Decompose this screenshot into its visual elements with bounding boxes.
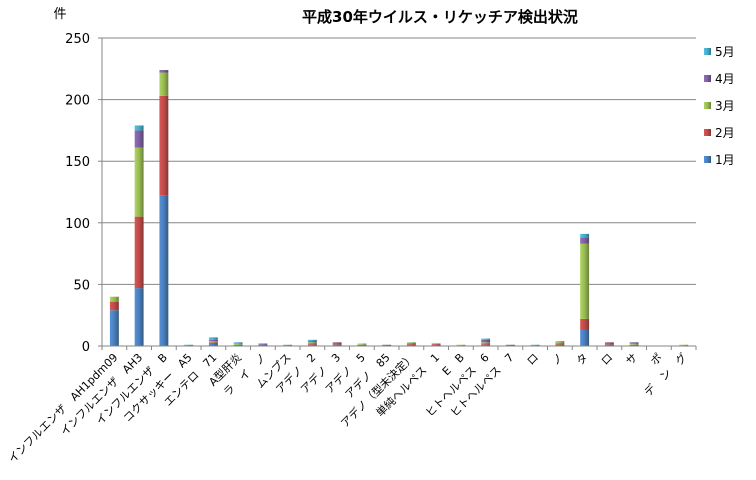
bar-segment (208, 341, 218, 343)
y-tick-label: 0 (82, 340, 90, 355)
legend-swatch (704, 156, 711, 163)
bar-segment (109, 296, 119, 302)
bar-segment (332, 342, 342, 344)
legend-swatch (704, 102, 711, 109)
bar-segment (629, 342, 639, 344)
y-tick-label: 250 (65, 32, 90, 47)
bar-segment (307, 344, 317, 346)
bar-segment (134, 288, 144, 346)
bar-segment (555, 344, 565, 346)
bar-segment (159, 70, 169, 73)
x-tick-label: ロ (524, 351, 541, 368)
bar-segment (580, 318, 590, 330)
legend-label: 2月 (715, 126, 735, 140)
bar-segment (184, 344, 194, 346)
chart-title: 平成30年ウイルス・リケッチア検出状況 (302, 8, 578, 26)
bar-segment (580, 237, 590, 244)
y-tick-label: 200 (65, 94, 90, 109)
bar-segment (481, 342, 491, 344)
x-tick-label: サ (623, 351, 640, 368)
bar-segment (580, 243, 590, 319)
bar-segment (332, 344, 342, 346)
legend-label: 5月 (715, 45, 735, 59)
axes (98, 37, 697, 350)
gridlines (102, 37, 696, 285)
bar-segment (233, 344, 243, 346)
bar-segment (307, 341, 317, 343)
bar-segment (134, 130, 144, 148)
y-tick-labels: 0 50 100 150 200 250 (65, 32, 90, 355)
bar-segment (109, 310, 119, 346)
bar-segment (580, 233, 590, 238)
bar-segment (208, 343, 218, 346)
bar-segment (406, 343, 416, 345)
bar-segment (530, 344, 540, 346)
bar-segment (357, 344, 367, 346)
bar-segment (307, 339, 317, 342)
legend-label: 3月 (715, 99, 735, 113)
bar-segment (382, 344, 392, 346)
legend: 5月 4月 3月 2月 1月 (704, 45, 735, 167)
x-tick-label: ノ (549, 351, 566, 368)
bar-segment (481, 343, 491, 345)
bar-segment (555, 343, 565, 345)
bar-segment (357, 343, 367, 345)
bar-segment (555, 341, 565, 344)
bars (109, 70, 689, 346)
bar-segment (134, 125, 144, 131)
bar-segment (307, 343, 317, 345)
bar-segment (481, 344, 491, 346)
bar-segment (679, 344, 689, 346)
bar-segment (159, 95, 169, 196)
bar-segment (109, 301, 119, 311)
bar-segment (283, 344, 293, 346)
bar-segment (134, 147, 144, 217)
y-tick-label: 150 (65, 155, 90, 170)
legend-label: 1月 (715, 153, 735, 167)
bar-segment (604, 342, 614, 344)
y-tick-label: 50 (73, 278, 90, 293)
bar-segment (604, 344, 614, 346)
bar-segment (332, 343, 342, 345)
bar-segment (505, 344, 515, 346)
bar-segment (580, 329, 590, 346)
bar-segment (629, 343, 639, 345)
bar-segment (406, 344, 416, 346)
x-tick-label: ロ (599, 351, 616, 368)
bar-segment (208, 337, 218, 340)
legend-swatch (704, 75, 711, 82)
bar-segment (481, 338, 491, 340)
bar-segment (208, 342, 218, 344)
bar-segment (208, 339, 218, 342)
legend-swatch (704, 129, 711, 136)
bar-segment (258, 343, 268, 345)
bar-segment (481, 339, 491, 343)
bar-segment (258, 344, 268, 346)
legend-swatch (704, 48, 711, 55)
bar-segment (431, 344, 441, 346)
bar-segment (159, 72, 169, 96)
bar-segment (431, 343, 441, 345)
bar-segment (233, 343, 243, 345)
y-tick-label: 100 (65, 217, 90, 232)
bar-segment (604, 343, 614, 345)
bar-segment (307, 342, 317, 344)
bar-segment (159, 195, 169, 346)
bar-segment (406, 342, 416, 344)
x-tick-label: ポ (648, 351, 665, 368)
bar-segment (134, 216, 144, 289)
bar-segment (456, 344, 466, 346)
bar-segment (629, 344, 639, 346)
bar-segment (233, 342, 243, 344)
x-tick-label: タ (574, 351, 591, 368)
y-axis-unit: 件 (53, 7, 66, 22)
legend-label: 4月 (715, 72, 735, 86)
